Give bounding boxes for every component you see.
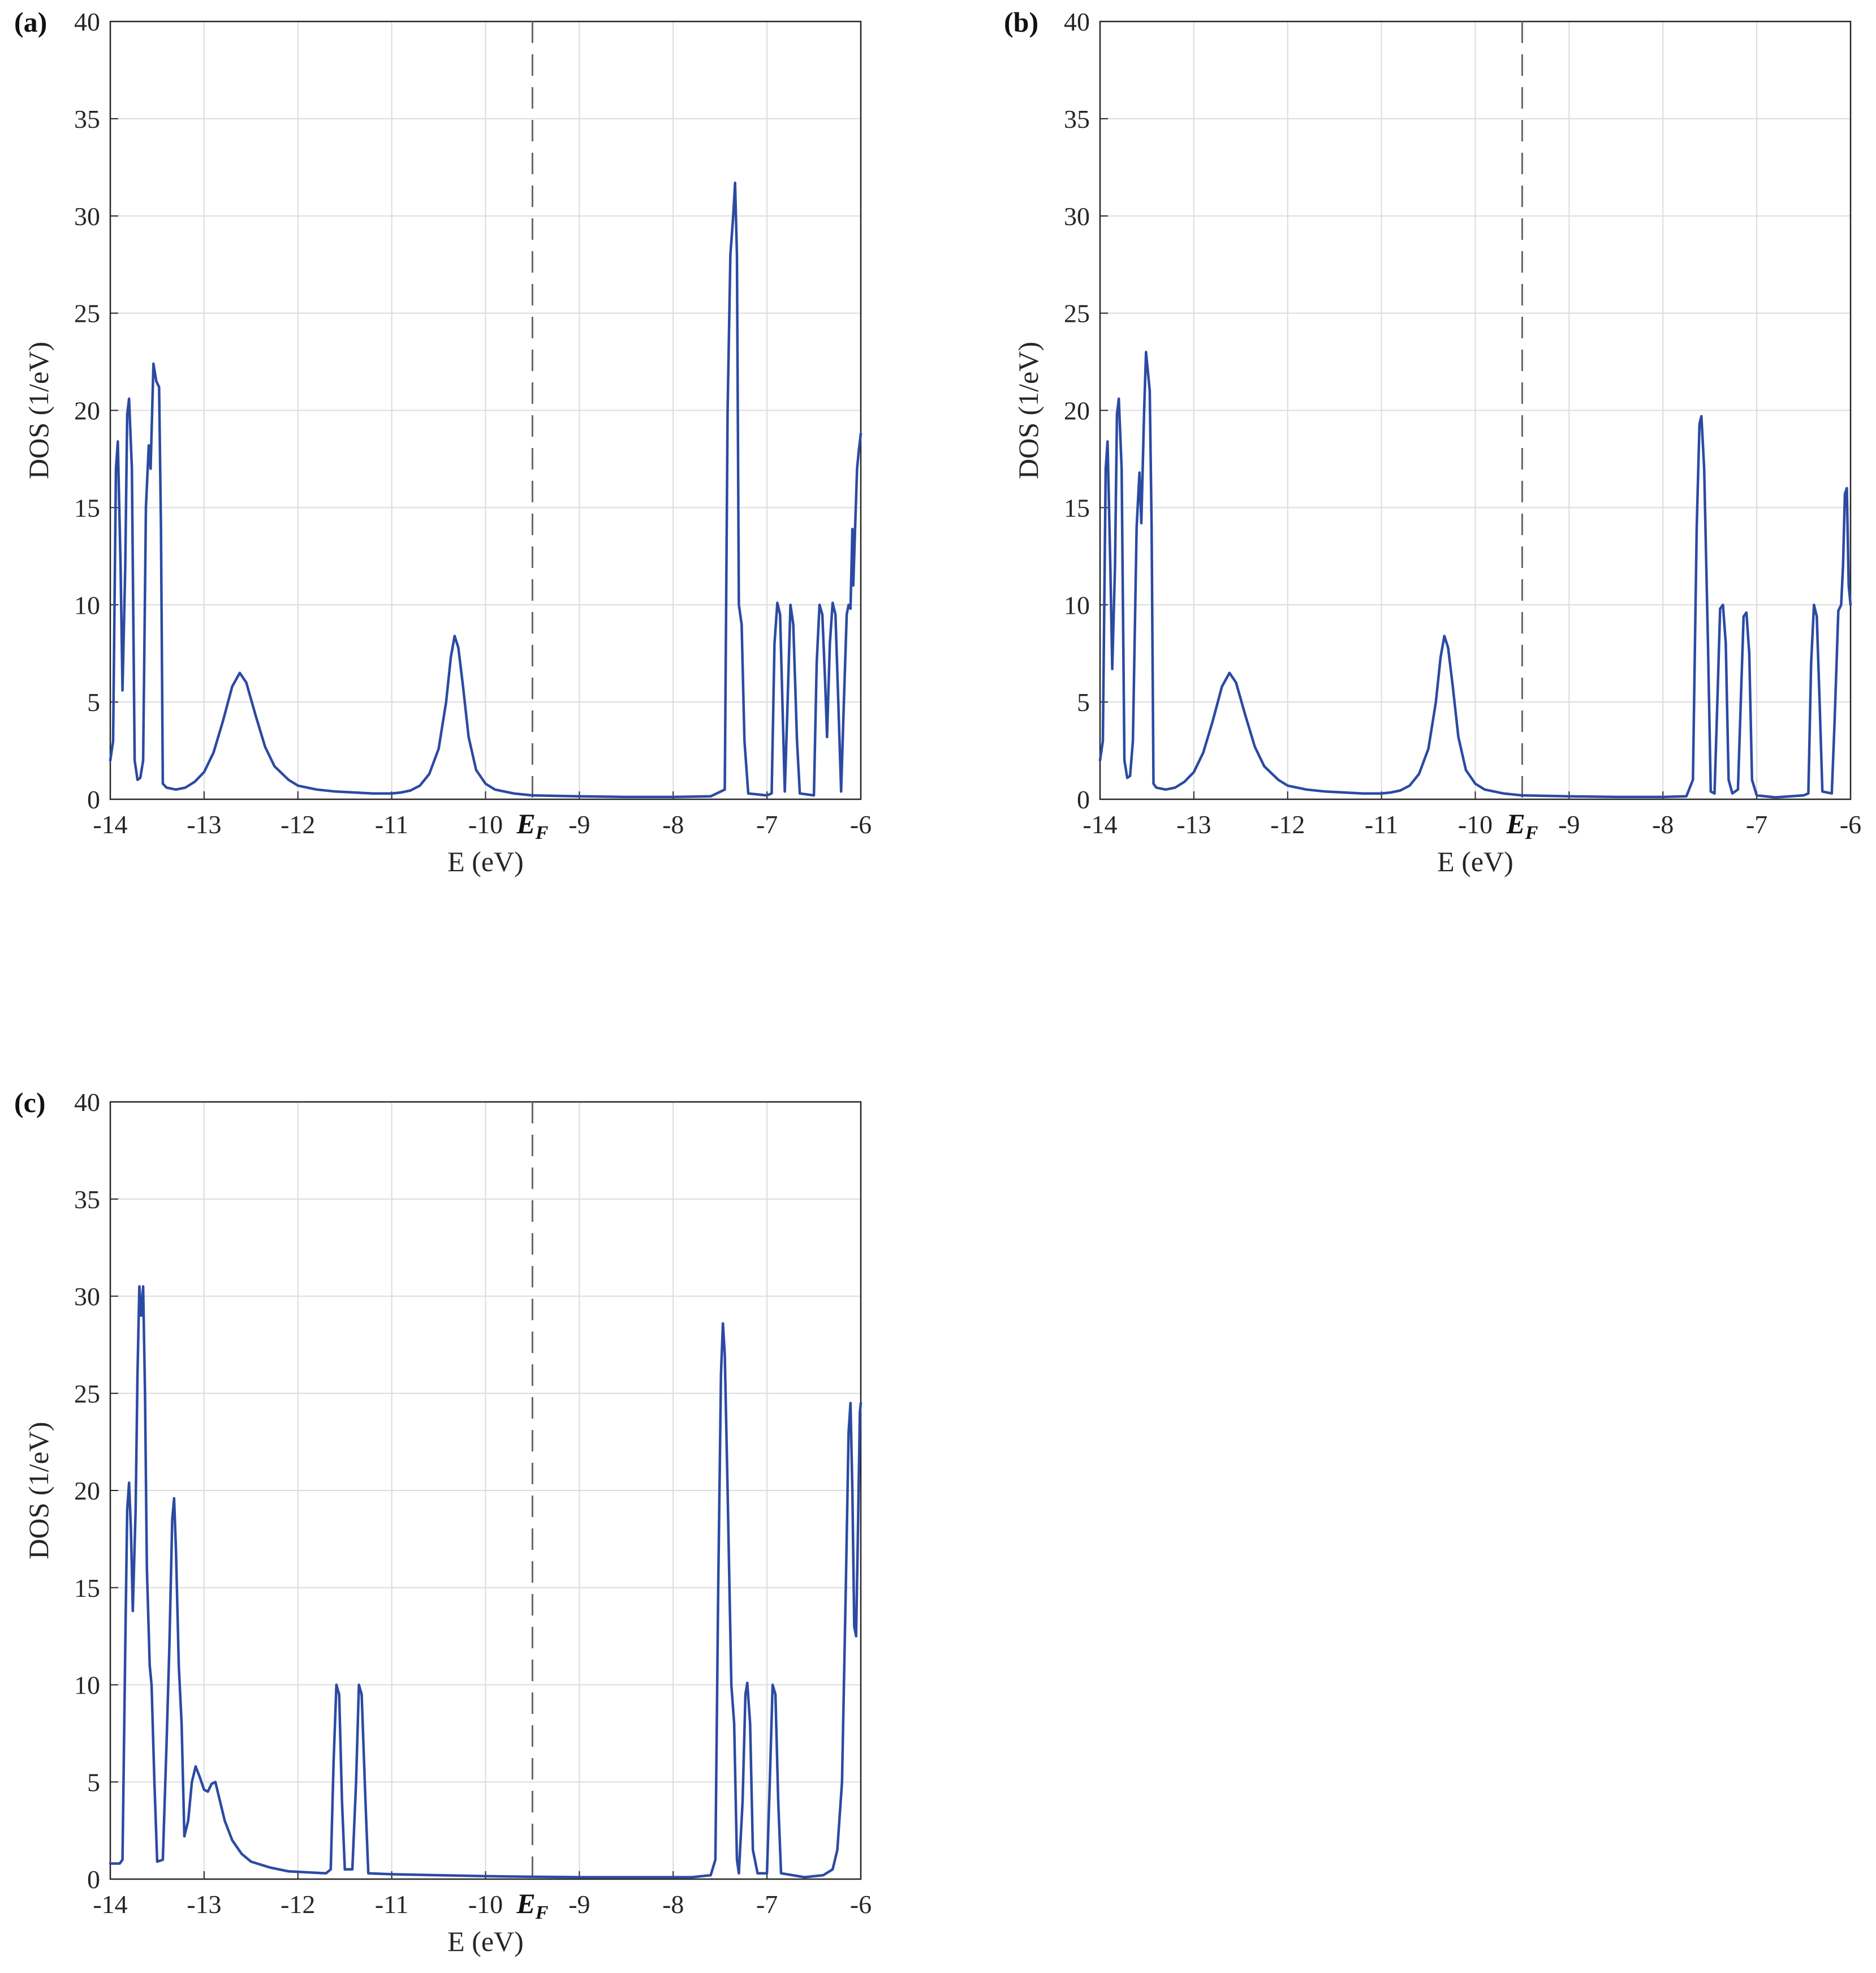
fermi-level-symbol: E xyxy=(516,1888,535,1919)
fermi-level-label: EF xyxy=(1506,808,1538,843)
y-tick-label: 40 xyxy=(74,7,100,36)
y-tick-label: 0 xyxy=(87,1865,100,1894)
y-tick-label: 10 xyxy=(74,591,100,619)
y-tick-label: 30 xyxy=(74,202,100,231)
axes-box xyxy=(109,1101,862,1880)
x-tick-label: -13 xyxy=(187,1890,221,1919)
fermi-level-symbol: E xyxy=(516,808,535,839)
x-tick-label: -9 xyxy=(568,810,590,839)
x-tick-label: -7 xyxy=(1746,810,1767,839)
x-tick-label: -14 xyxy=(1083,810,1117,839)
y-axis-title: DOS (1/eV) xyxy=(23,342,54,479)
y-tick-label: 5 xyxy=(87,1768,100,1797)
x-tick-label: -8 xyxy=(1652,810,1674,839)
x-tick-label: -9 xyxy=(568,1890,590,1919)
y-tick-label: 35 xyxy=(1064,105,1090,133)
y-tick-label: 35 xyxy=(74,1185,100,1214)
y-tick-label: 40 xyxy=(74,1088,100,1117)
y-tick-label: 25 xyxy=(74,299,100,328)
x-tick-label: -13 xyxy=(1176,810,1211,839)
x-tick-label: -7 xyxy=(756,1890,778,1919)
x-tick-label: -10 xyxy=(468,810,503,839)
chart-panel-1: -14 -13 -12 -11 -10 -9 -8 -7 -6 0 5 10 15 20 25 30 35 40 E… xyxy=(1004,6,1861,877)
fermi-level-subscript: F xyxy=(1525,822,1538,843)
y-tick-label: 30 xyxy=(74,1282,100,1311)
y-tick-label: 20 xyxy=(1064,397,1090,425)
chart-panel-0: -14 -13 -12 -11 -10 -9 -8 -7 -6 0 5 10 15 20 25 30 35 40 E… xyxy=(14,6,872,877)
panel-label: (a) xyxy=(14,6,47,38)
y-tick-label: 0 xyxy=(1077,785,1090,814)
x-tick-label: -6 xyxy=(1840,810,1861,839)
y-tick-label: 10 xyxy=(1064,591,1090,619)
panel-label: (b) xyxy=(1004,6,1038,38)
x-tick-label: -9 xyxy=(1558,810,1580,839)
series-line-dos xyxy=(109,1285,862,1879)
panel-label: (c) xyxy=(14,1087,46,1118)
axes-box xyxy=(1099,20,1852,800)
x-tick-label: -10 xyxy=(468,1890,503,1919)
x-tick-label: -7 xyxy=(756,810,778,839)
x-tick-label: -13 xyxy=(187,810,221,839)
x-tick-label: -10 xyxy=(1458,810,1493,839)
series-line-dos xyxy=(109,182,862,799)
y-tick-label: 0 xyxy=(87,785,100,814)
y-tick-label: 15 xyxy=(74,493,100,522)
x-tick-label: -11 xyxy=(375,810,409,839)
y-tick-label: 30 xyxy=(1064,202,1090,231)
x-tick-label: -11 xyxy=(375,1890,409,1919)
x-tick-label: -12 xyxy=(281,1890,315,1919)
fermi-level-symbol: E xyxy=(1506,808,1525,839)
x-tick-label: -12 xyxy=(1270,810,1305,839)
y-tick-label: 20 xyxy=(74,397,100,425)
fermi-level-subscript: F xyxy=(535,1902,549,1923)
y-axis-title: DOS (1/eV) xyxy=(1012,342,1044,479)
y-tick-label: 40 xyxy=(1064,7,1090,36)
y-tick-label: 25 xyxy=(74,1379,100,1408)
y-tick-label: 15 xyxy=(74,1574,100,1602)
x-tick-label: -8 xyxy=(662,810,684,839)
fermi-level-label: EF xyxy=(516,808,548,843)
y-tick-label: 5 xyxy=(87,688,100,717)
x-axis-title: E (eV) xyxy=(447,1925,524,1957)
x-tick-label: -14 xyxy=(93,1890,127,1919)
y-tick-label: 5 xyxy=(1077,688,1090,717)
x-tick-label: -8 xyxy=(662,1890,684,1919)
x-axis-title: E (eV) xyxy=(447,846,524,877)
x-tick-label: -11 xyxy=(1365,810,1399,839)
chart-panel-2: -14 -13 -12 -11 -10 -9 -8 -7 -6 0 5 10 15 20 25 30 35 40 E… xyxy=(14,1087,872,1957)
y-tick-label: 10 xyxy=(74,1671,100,1700)
axes-box xyxy=(109,20,862,800)
y-tick-label: 25 xyxy=(1064,299,1090,328)
y-tick-label: 15 xyxy=(1064,493,1090,522)
y-tick-label: 20 xyxy=(74,1476,100,1505)
y-axis-title: DOS (1/eV) xyxy=(23,1421,54,1559)
x-axis-title: E (eV) xyxy=(1437,846,1513,877)
fermi-level-subscript: F xyxy=(535,822,549,843)
series-line-dos xyxy=(1098,351,1852,799)
x-tick-label: -14 xyxy=(93,810,127,839)
y-tick-label: 35 xyxy=(74,105,100,133)
fermi-level-label: EF xyxy=(516,1888,548,1923)
x-tick-label: -6 xyxy=(850,1890,872,1919)
x-tick-label: -6 xyxy=(850,810,872,839)
x-tick-label: -12 xyxy=(281,810,315,839)
